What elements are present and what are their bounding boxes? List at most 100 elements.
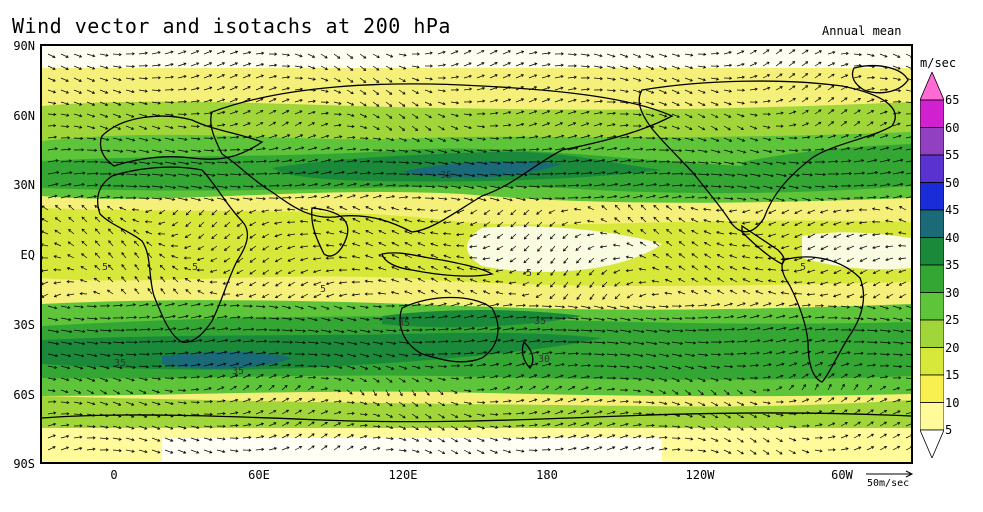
wind-vector	[691, 253, 699, 259]
wind-vector-head	[599, 122, 603, 126]
wind-vector-head	[196, 257, 200, 261]
wind-vector-head	[599, 99, 603, 103]
wind-vector-head	[781, 302, 785, 306]
wind-vector	[229, 123, 238, 127]
wind-vector-head	[628, 170, 632, 175]
wind-vector-head	[521, 122, 525, 126]
wind-vector-head	[508, 437, 512, 441]
wind-vector-head	[601, 146, 605, 150]
wind-vector-head	[600, 88, 603, 92]
wind-vector	[73, 77, 82, 82]
wind-vector-head	[325, 282, 329, 286]
wind-vector	[164, 197, 175, 200]
wind-vector-head	[663, 78, 668, 82]
wind-vector-head	[196, 438, 200, 442]
wind-vector-head	[899, 364, 903, 369]
wind-vector	[99, 389, 107, 395]
wind-vector-head	[573, 110, 577, 114]
wind-vector	[294, 99, 303, 103]
wind-vector	[489, 62, 498, 67]
wind-vector-head	[483, 198, 487, 202]
wind-vector-head	[363, 379, 367, 383]
wind-vector-head	[832, 209, 836, 213]
wind-vector	[411, 425, 419, 431]
wind-vector	[561, 209, 569, 212]
wind-vector	[450, 101, 459, 104]
wind-vector	[593, 135, 603, 139]
wind-vector	[190, 303, 201, 307]
wind-vector	[846, 221, 855, 225]
wind-vector	[99, 401, 108, 406]
wind-vector-head	[612, 387, 616, 391]
wind-vector	[580, 386, 589, 391]
wind-vector	[489, 375, 498, 379]
wind-vector	[242, 374, 251, 379]
wind-vector	[164, 437, 173, 442]
y-label-90s: 90S	[13, 457, 35, 471]
wind-vector-head	[390, 54, 394, 58]
wind-vector-head	[628, 158, 632, 163]
wind-vector	[359, 435, 367, 439]
wind-vector	[697, 101, 706, 106]
wind-vector-head	[144, 402, 148, 406]
wind-vector-head	[779, 386, 783, 390]
wind-vector-head	[158, 302, 162, 306]
wind-vector-head	[118, 437, 122, 441]
wind-vector-head	[391, 230, 395, 233]
wind-vector	[632, 329, 644, 333]
wind-vector-head	[589, 272, 593, 276]
wind-vector	[60, 305, 70, 309]
wind-vector-head	[715, 415, 719, 419]
wind-vector-head	[170, 126, 174, 130]
wind-vector	[190, 100, 200, 103]
wind-vector	[892, 159, 903, 163]
wind-vector-head	[366, 317, 370, 322]
wind-vector	[437, 328, 449, 331]
wind-vector	[242, 328, 254, 331]
wind-vector	[307, 147, 317, 151]
wind-vector	[801, 351, 811, 355]
wind-vector	[814, 50, 822, 55]
wind-vector	[107, 289, 114, 295]
wind-vector	[814, 362, 823, 367]
wind-vector-head	[380, 329, 384, 333]
wind-vector-head	[365, 217, 369, 221]
wind-vector-head	[871, 446, 875, 449]
wind-vector-head	[563, 260, 567, 264]
wind-vector-head	[415, 379, 420, 383]
wind-vector	[515, 98, 524, 103]
colorbar-swatch	[920, 99, 944, 128]
wind-vector	[476, 87, 485, 91]
wind-vector	[60, 195, 71, 199]
wind-vector	[470, 209, 478, 215]
wind-vector	[411, 365, 421, 369]
wind-vector	[847, 257, 855, 262]
wind-vector-head	[68, 159, 72, 163]
wind-vector-head	[650, 390, 654, 394]
wind-vector	[736, 328, 748, 331]
wind-vector-head	[262, 283, 266, 287]
wind-vector	[242, 351, 253, 355]
wind-vector-head	[121, 264, 125, 268]
wind-vector-head	[796, 326, 800, 330]
wind-vector-head	[741, 255, 746, 259]
wind-vector	[300, 257, 309, 261]
wind-vector-head	[131, 126, 135, 130]
wind-vector-head	[393, 329, 397, 333]
wind-vector	[268, 172, 280, 175]
wind-vector	[67, 254, 75, 259]
wind-vector	[775, 197, 785, 202]
wind-vector	[892, 171, 904, 175]
wind-vector	[68, 229, 75, 235]
wind-vector	[645, 377, 655, 381]
wind-vector	[411, 65, 420, 68]
wind-vector-head	[236, 247, 240, 251]
wind-vector-head	[807, 235, 811, 239]
wind-vector	[827, 185, 838, 187]
wind-vector	[333, 377, 342, 381]
wind-vector-head	[497, 224, 501, 227]
wind-vector-head	[861, 328, 865, 332]
wind-vector-head	[92, 447, 96, 451]
wind-vector	[827, 85, 835, 91]
wind-vector-head	[391, 138, 395, 142]
